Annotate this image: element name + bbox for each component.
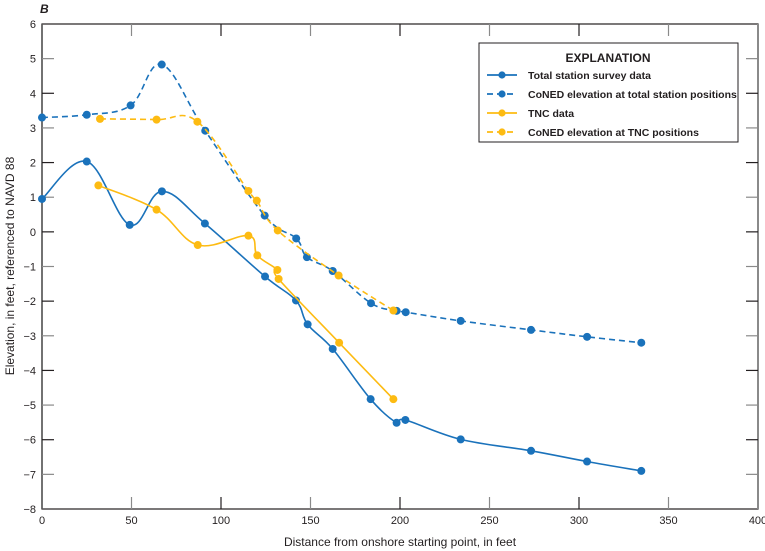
data-point: [401, 308, 410, 317]
y-axis-title: Elevation, in feet, referenced to NAVD 8…: [3, 156, 17, 375]
legend-swatch-marker: [498, 71, 506, 79]
data-point: [367, 299, 376, 308]
x-tick-label: 150: [301, 515, 319, 527]
data-point: [244, 186, 253, 195]
y-tick-label: 0: [30, 227, 36, 239]
legend-label: CoNED elevation at TNC positions: [528, 127, 699, 139]
x-tick-label: 50: [125, 515, 137, 527]
y-tick-label: 2: [30, 158, 36, 170]
legend-item: Total station survey data: [487, 70, 651, 82]
data-point: [366, 395, 375, 404]
legend-swatch-marker: [498, 90, 506, 98]
series-line: [41, 63, 642, 344]
legend-label: Total station survey data: [528, 70, 651, 82]
data-point: [94, 181, 103, 190]
data-point: [193, 241, 202, 250]
x-axis-title: Distance from onshore starting point, in…: [284, 535, 517, 549]
data-point: [38, 113, 46, 122]
data-point: [527, 325, 536, 334]
data-point: [244, 231, 253, 240]
data-point: [152, 115, 161, 124]
plot-axes: 0 50 100 150 200 250 300 350 400−8−7−6−5−4−3−2−1…: [23, 19, 765, 527]
data-point: [157, 60, 166, 69]
data-point: [125, 220, 134, 229]
x-tick-label: 300: [570, 515, 588, 527]
data-point: [273, 226, 282, 235]
legend-item: TNC data: [487, 108, 574, 120]
data-point: [637, 338, 646, 347]
data-point: [274, 274, 283, 283]
data-point: [292, 296, 301, 305]
y-tick-label: 1: [30, 192, 36, 204]
y-tick-label: 6: [30, 19, 36, 31]
legend-item: CoNED elevation at TNC positions: [487, 127, 699, 139]
data-point: [302, 253, 311, 262]
data-point: [253, 251, 262, 260]
y-tick-label: −6: [23, 435, 36, 447]
data-point: [126, 101, 135, 110]
x-tick-label: 0: [39, 515, 45, 527]
data-point: [303, 320, 312, 329]
legend-swatch-marker: [498, 109, 506, 117]
y-tick-label: 5: [30, 54, 36, 66]
data-point: [252, 196, 261, 205]
y-tick-label: 3: [30, 123, 36, 135]
legend-label: TNC data: [528, 108, 574, 120]
data-point: [583, 332, 592, 341]
legend-title: EXPLANATION: [565, 51, 650, 65]
data-point: [193, 117, 202, 126]
data-point: [157, 187, 166, 196]
data-point: [273, 265, 282, 274]
y-tick-label: −8: [23, 504, 36, 516]
data-point: [261, 272, 270, 281]
data-point: [95, 114, 104, 123]
data-point: [152, 205, 161, 214]
x-tick-label: 100: [212, 515, 230, 527]
data-point: [392, 418, 401, 427]
legend-swatch-marker: [498, 128, 506, 136]
y-tick-label: −1: [23, 262, 36, 274]
data-point: [292, 234, 301, 243]
series-line: [41, 160, 642, 472]
panel-letter: B: [40, 2, 49, 16]
y-tick-label: −3: [23, 331, 36, 343]
y-tick-label: −2: [23, 296, 36, 308]
data-point: [583, 457, 592, 466]
data-point: [82, 157, 91, 166]
data-point: [456, 316, 465, 325]
y-tick-label: 4: [30, 88, 36, 100]
series-tnc-data: [94, 181, 398, 404]
series-total-station-survey-data: [38, 157, 646, 475]
series-layer: [38, 60, 646, 475]
y-tick-label: −4: [23, 365, 36, 377]
data-point: [200, 219, 209, 228]
data-point: [38, 194, 46, 203]
data-point: [637, 466, 646, 475]
data-point: [328, 344, 337, 353]
x-tick-label: 400: [749, 515, 765, 527]
y-tick-label: −5: [23, 400, 36, 412]
legend: EXPLANATION Total station survey data CoN…: [478, 42, 739, 143]
x-tick-label: 250: [480, 515, 498, 527]
data-point: [456, 435, 465, 444]
data-point: [527, 446, 536, 455]
series-coned-elevation-at-tnc-positions: [95, 114, 398, 315]
data-point: [82, 110, 91, 119]
data-point: [334, 271, 343, 280]
data-point: [335, 338, 344, 347]
data-point: [401, 415, 410, 424]
data-point: [260, 211, 269, 220]
data-point: [389, 395, 398, 404]
y-tick-label: −7: [23, 469, 36, 481]
legend-label: CoNED elevation at total station positio…: [528, 89, 737, 101]
data-point: [389, 306, 398, 315]
legend-item: CoNED elevation at total station positio…: [487, 89, 737, 101]
legend-box: [478, 42, 739, 143]
x-tick-label: 350: [659, 515, 677, 527]
x-tick-label: 200: [391, 515, 409, 527]
